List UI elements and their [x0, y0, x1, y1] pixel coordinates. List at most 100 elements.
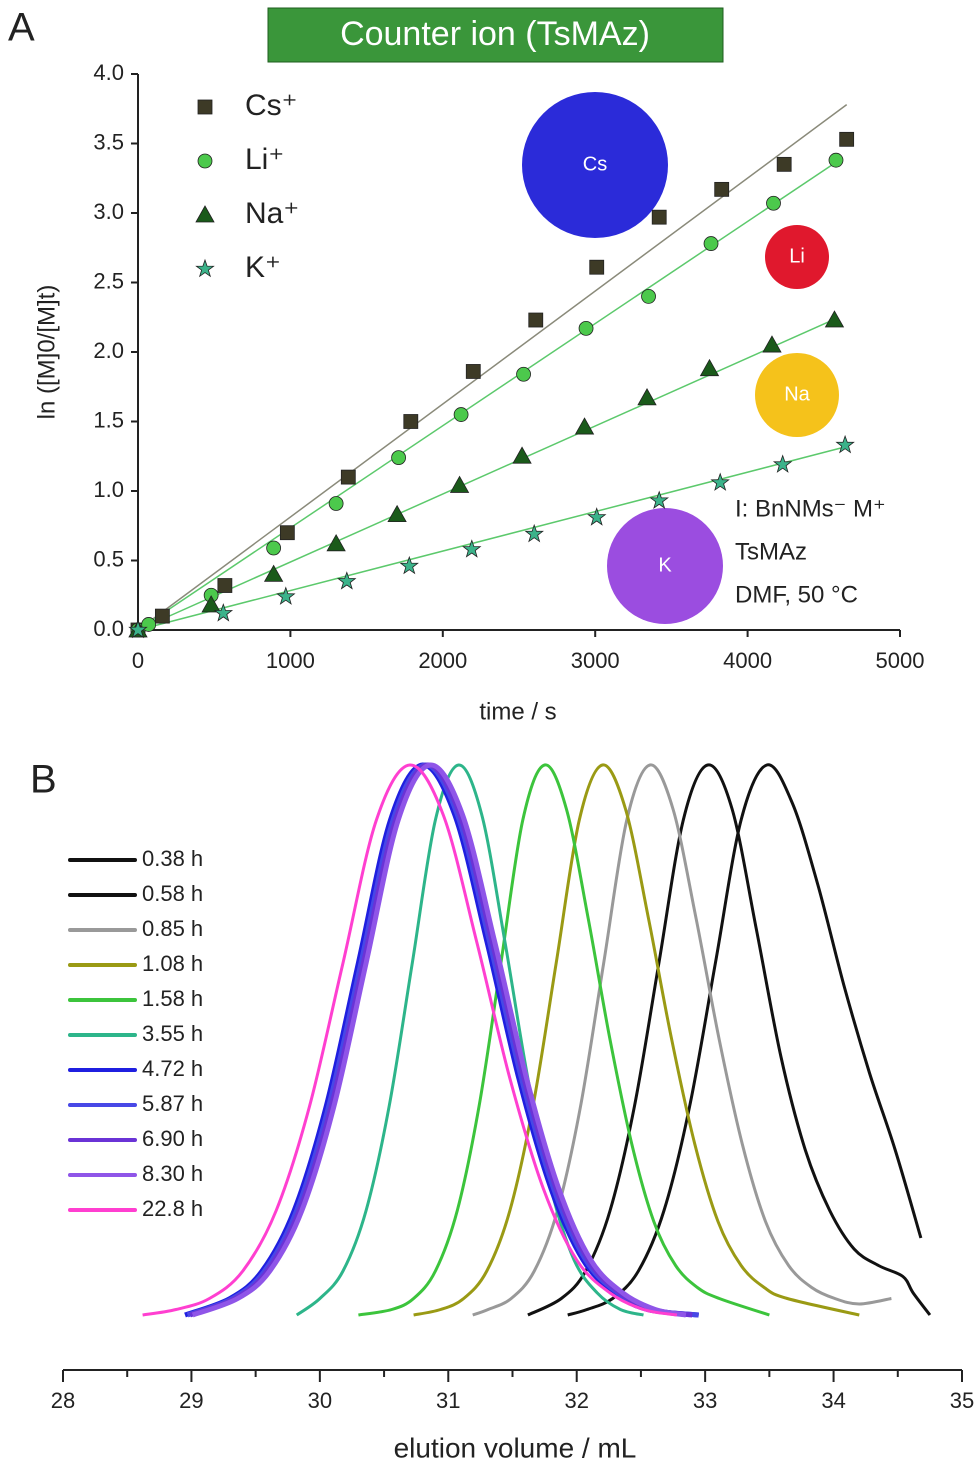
condition: TsMAz: [735, 538, 807, 565]
chart-title: Counter ion (TsMAz): [340, 15, 650, 53]
marker: [766, 195, 781, 211]
marker: [337, 571, 357, 590]
marker: [197, 99, 213, 115]
ion-label: Na: [784, 383, 810, 405]
marker: [201, 595, 221, 613]
x-tick-label: 0: [132, 648, 144, 673]
legend-label: 1.08 h: [142, 951, 203, 976]
legend-label: 4.72 h: [142, 1056, 203, 1081]
marker: [637, 388, 657, 406]
title-box: [267, 7, 724, 63]
y-tick-label: 2.0: [93, 338, 124, 363]
marker: [340, 469, 356, 485]
trace: [472, 763, 892, 1317]
ion-circle: [522, 92, 668, 238]
x-tick-label: 28: [51, 1388, 75, 1413]
marker: [828, 152, 844, 168]
marker: [835, 434, 855, 454]
x-tick-label: 31: [436, 1388, 460, 1413]
x-tick-label: 30: [308, 1388, 332, 1413]
trace: [358, 763, 770, 1317]
x-tick-label: 1000: [266, 648, 315, 673]
ion-circle: [607, 508, 723, 624]
marker: [839, 131, 855, 147]
y-tick-label: 0.5: [93, 546, 124, 571]
marker: [762, 335, 782, 353]
ion-circle: [765, 225, 829, 289]
legend-label: Na⁺: [245, 197, 299, 230]
marker: [195, 205, 215, 223]
marker: [587, 507, 607, 526]
marker: [403, 414, 419, 429]
condition: I: BnNMs⁻ M⁺: [735, 495, 886, 522]
legend-label: 8.30 h: [142, 1161, 203, 1186]
marker: [651, 209, 667, 225]
panel-label: B: [30, 758, 57, 802]
marker: [578, 320, 594, 336]
marker: [217, 578, 233, 593]
trace: [142, 763, 678, 1317]
marker: [772, 454, 793, 473]
trace: [191, 762, 687, 1318]
fit-line: [137, 317, 837, 631]
marker: [391, 450, 407, 466]
marker: [649, 490, 669, 509]
marker: [824, 310, 845, 328]
fit-line: [137, 445, 847, 631]
legend-label: 3.55 h: [142, 1021, 203, 1046]
x-tick-label: 32: [564, 1388, 588, 1413]
legend-label: 0.58 h: [142, 881, 203, 906]
ion-label: Li: [789, 245, 805, 267]
marker: [213, 603, 234, 622]
ion-label: Cs: [583, 153, 607, 175]
marker: [465, 364, 481, 379]
y-tick-label: 1.0: [93, 477, 124, 502]
panel-label: A: [8, 6, 35, 50]
y-tick-label: 0.0: [93, 616, 124, 641]
legend-label: Cs⁺: [245, 89, 298, 122]
marker: [524, 523, 544, 543]
marker: [387, 504, 407, 523]
marker: [449, 475, 470, 493]
x-tick-label: 3000: [571, 648, 620, 673]
marker: [699, 358, 720, 377]
legend-label: 0.38 h: [142, 846, 203, 871]
ion-label: K: [658, 554, 672, 576]
y-tick-label: 1.5: [93, 407, 124, 432]
marker: [266, 540, 282, 556]
trace: [567, 763, 923, 1317]
legend-label: 5.87 h: [142, 1091, 203, 1116]
legend-label: 22.8 h: [142, 1196, 203, 1221]
marker: [263, 564, 284, 582]
marker: [574, 417, 595, 435]
legend-label: 1.58 h: [142, 986, 203, 1011]
marker: [714, 181, 730, 197]
marker: [512, 446, 532, 464]
legend-label: 0.85 h: [142, 916, 203, 941]
legend-label: K⁺: [245, 251, 281, 284]
trace: [413, 763, 860, 1317]
legend-label: 6.90 h: [142, 1126, 203, 1151]
marker: [279, 525, 295, 541]
marker: [462, 539, 482, 558]
marker: [453, 407, 469, 422]
marker: [326, 534, 346, 552]
marker: [154, 608, 170, 624]
marker: [399, 555, 419, 575]
x-tick-label: 2000: [418, 648, 467, 673]
marker: [589, 259, 605, 275]
y-axis-label: ln ([M]0/[M]t): [33, 285, 60, 420]
marker: [195, 258, 215, 278]
x-tick-label: 35: [950, 1388, 974, 1413]
y-tick-label: 2.5: [93, 268, 124, 293]
x-axis-label: time / s: [479, 698, 556, 725]
condition: DMF, 50 °C: [735, 581, 858, 608]
y-tick-label: 4.0: [93, 60, 124, 85]
marker: [710, 472, 730, 491]
x-tick-label: 34: [821, 1388, 845, 1413]
x-tick-label: 5000: [876, 648, 925, 673]
marker: [641, 288, 656, 304]
marker: [528, 312, 544, 328]
